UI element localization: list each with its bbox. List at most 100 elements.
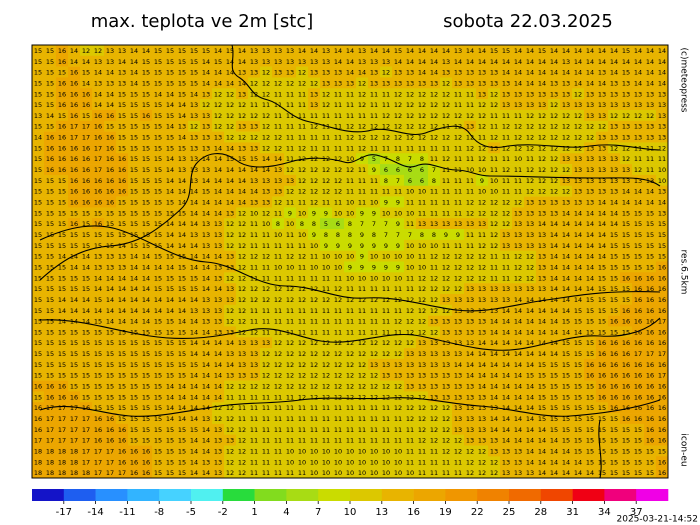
cell-value: 14: [658, 58, 666, 66]
cell-value: 15: [562, 383, 570, 391]
cell-value: 15: [586, 437, 594, 445]
grid-cell: [140, 229, 153, 241]
cell-value: 12: [418, 307, 426, 315]
grid-cell: [104, 164, 117, 176]
grid-cell: [608, 153, 621, 165]
cell-value: 13: [598, 155, 606, 163]
grid-cell: [368, 358, 381, 371]
cell-value: 12: [286, 188, 294, 196]
cell-value: 13: [454, 404, 462, 412]
cell-value: 11: [286, 144, 294, 152]
cell-value: 14: [586, 253, 594, 261]
grid-cell: [260, 250, 273, 262]
grid-cell: [164, 250, 177, 262]
grid-cell: [392, 261, 405, 273]
cell-value: 12: [298, 253, 306, 261]
grid-cell: [620, 99, 633, 111]
grid-cell: [368, 239, 381, 251]
cell-value: 13: [178, 166, 186, 174]
cell-value: 11: [310, 328, 318, 336]
grid-cell: [128, 293, 141, 306]
cell-value: 14: [526, 350, 534, 358]
grid-cell: [596, 207, 609, 219]
cell-value: 16: [598, 372, 606, 380]
grid-cell: [440, 229, 453, 241]
grid-cell: [512, 283, 525, 295]
cell-value: 11: [262, 263, 270, 271]
cell-value: 11: [394, 144, 402, 152]
cell-value: 13: [514, 242, 522, 250]
cell-value: 12: [322, 339, 330, 347]
cell-value: 12: [406, 112, 414, 120]
colorbar-tick-label: -11: [119, 507, 135, 518]
cell-value: 12: [274, 339, 282, 347]
cell-value: 12: [490, 209, 498, 217]
cell-value: 14: [214, 350, 222, 358]
cell-value: 14: [550, 242, 558, 250]
cell-value: 15: [178, 372, 186, 380]
cell-value: 13: [622, 101, 630, 109]
grid-cell: [236, 239, 249, 251]
grid-cell: [404, 413, 417, 425]
grid-cell: [608, 402, 621, 414]
cell-value: 13: [454, 296, 462, 304]
cell-value: 12: [514, 253, 522, 261]
cell-value: 16: [130, 469, 138, 477]
value-grid: 15 15 16 14 12 12 13 13 14 14 15 15 15 15 15 14 15 14 13 13…: [32, 45, 669, 479]
cell-value: 9: [396, 242, 400, 250]
cell-value: 14: [502, 69, 510, 77]
grid-cell: [152, 153, 165, 165]
grid-cell: [236, 391, 249, 403]
cell-value: 15: [622, 458, 630, 466]
grid-cell: [440, 337, 453, 349]
cell-value: 14: [586, 79, 594, 87]
grid-cell: [524, 142, 537, 154]
cell-value: 12: [190, 123, 198, 131]
cell-value: 12: [382, 112, 390, 120]
grid-cell: [560, 402, 573, 414]
grid-cell: [464, 261, 477, 273]
grid-cell: [320, 283, 333, 295]
grid-cell: [248, 380, 261, 392]
grid-cell: [248, 293, 261, 306]
cell-value: 16: [106, 199, 114, 207]
cell-value: 12: [262, 209, 270, 217]
cell-value: 15: [658, 231, 666, 239]
grid-cell: [104, 99, 117, 111]
grid-cell: [248, 120, 261, 132]
cell-value: 13: [454, 79, 462, 87]
cell-value: 14: [574, 79, 582, 87]
grid-cell: [56, 413, 69, 425]
grid-cell: [560, 88, 573, 100]
grid-cell: [224, 326, 237, 338]
grid-cell: [236, 77, 249, 89]
cell-value: 14: [226, 199, 234, 207]
grid-cell: [632, 218, 645, 230]
cell-value: 12: [478, 112, 486, 120]
grid-cell: [344, 45, 357, 57]
grid-cell: [164, 174, 177, 187]
cell-value: 14: [550, 469, 558, 477]
cell-value: 11: [322, 404, 330, 412]
grid-cell: [188, 109, 201, 122]
cell-value: 14: [514, 307, 522, 315]
grid-cell: [332, 391, 345, 403]
grid-cell: [452, 229, 465, 241]
cell-value: 11: [490, 263, 498, 271]
grid-cell: [452, 131, 465, 143]
cell-value: 11: [262, 415, 270, 423]
cell-value: 12: [442, 285, 450, 293]
grid-cell: [296, 142, 309, 154]
grid-cell: [116, 369, 129, 381]
grid-cell: [344, 380, 357, 392]
cell-value: 11: [334, 134, 342, 142]
grid-cell: [80, 109, 93, 122]
grid-cell: [380, 77, 393, 89]
grid-cell: [212, 218, 225, 230]
cell-value: 17: [70, 426, 78, 434]
grid-cell: [56, 77, 69, 89]
cell-value: 15: [178, 350, 186, 358]
grid-cell: [416, 423, 429, 435]
grid-cell: [260, 77, 273, 89]
grid-cell: [452, 109, 465, 122]
